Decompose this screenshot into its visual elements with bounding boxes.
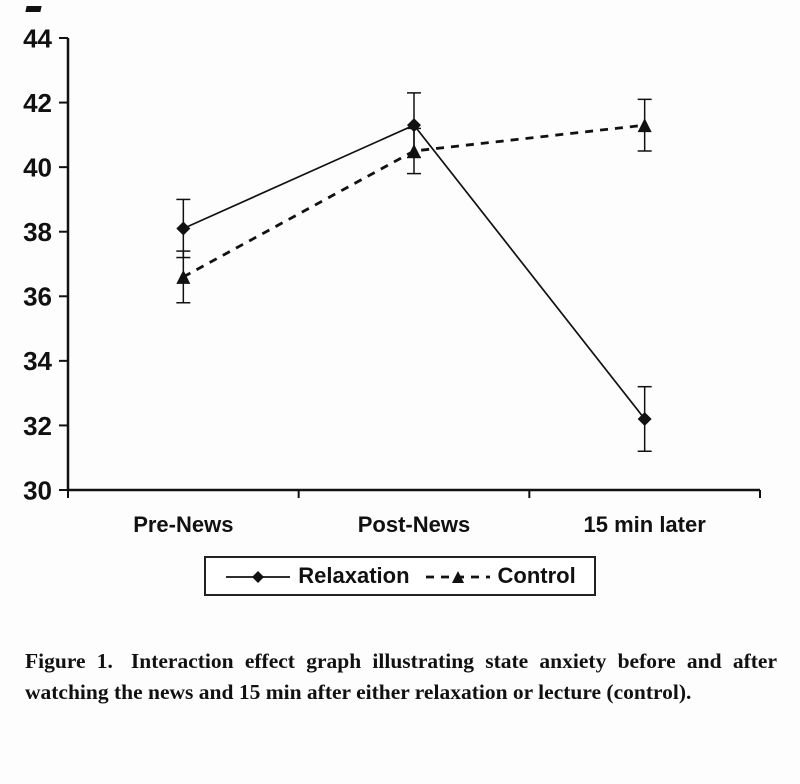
relaxation-line-sample	[226, 571, 291, 583]
triangle-marker	[637, 118, 652, 133]
x-category-label: Pre-News	[133, 512, 233, 537]
y-tick-label: 44	[23, 23, 52, 53]
control-line-sample	[425, 571, 490, 583]
legend-label-control: Control	[497, 563, 576, 588]
y-tick-label: 40	[23, 153, 52, 183]
y-tick-label: 38	[23, 217, 52, 247]
y-tick-label: 36	[23, 282, 52, 312]
triangle-marker	[451, 571, 464, 583]
figure-caption: Figure 1. Interaction effect graph illust…	[25, 646, 777, 707]
diamond-marker	[407, 118, 421, 133]
y-tick-label: 34	[23, 346, 52, 376]
y-axis: 30 32 34 36 38 40 42 44	[23, 23, 70, 505]
x-axis: Pre-News Post-News 15 min later	[67, 488, 761, 537]
anxiety-line-chart: 30 32 34 36 38 40 42 44 Pre-News Post-News 15 min …	[23, 23, 761, 537]
series-relaxation	[176, 92, 652, 453]
legend-item-control: Control	[424, 563, 576, 589]
y-tick-label: 32	[23, 411, 52, 441]
legend-row: Relaxation Control	[0, 556, 800, 596]
legend-label-relaxation: Relaxation	[298, 563, 410, 588]
x-category-label: Post-News	[358, 512, 470, 537]
y-tick-label: 42	[23, 88, 52, 118]
triangle-marker	[407, 144, 421, 158]
legend-item-relaxation: Relaxation	[224, 563, 410, 589]
chart-legend: Relaxation Control	[204, 556, 596, 596]
x-category-label: 15 min later	[584, 512, 707, 537]
figure-caption-text: Interaction effect graph illustrating st…	[25, 649, 777, 704]
figure-caption-label: Figure 1.	[25, 649, 113, 673]
scan-artifact-mark	[25, 6, 42, 12]
diamond-marker	[176, 221, 191, 236]
diamond-marker	[637, 411, 652, 426]
series-control	[176, 98, 652, 304]
y-tick-label: 30	[23, 475, 52, 505]
diamond-marker	[252, 571, 265, 583]
triangle-marker	[176, 269, 191, 284]
